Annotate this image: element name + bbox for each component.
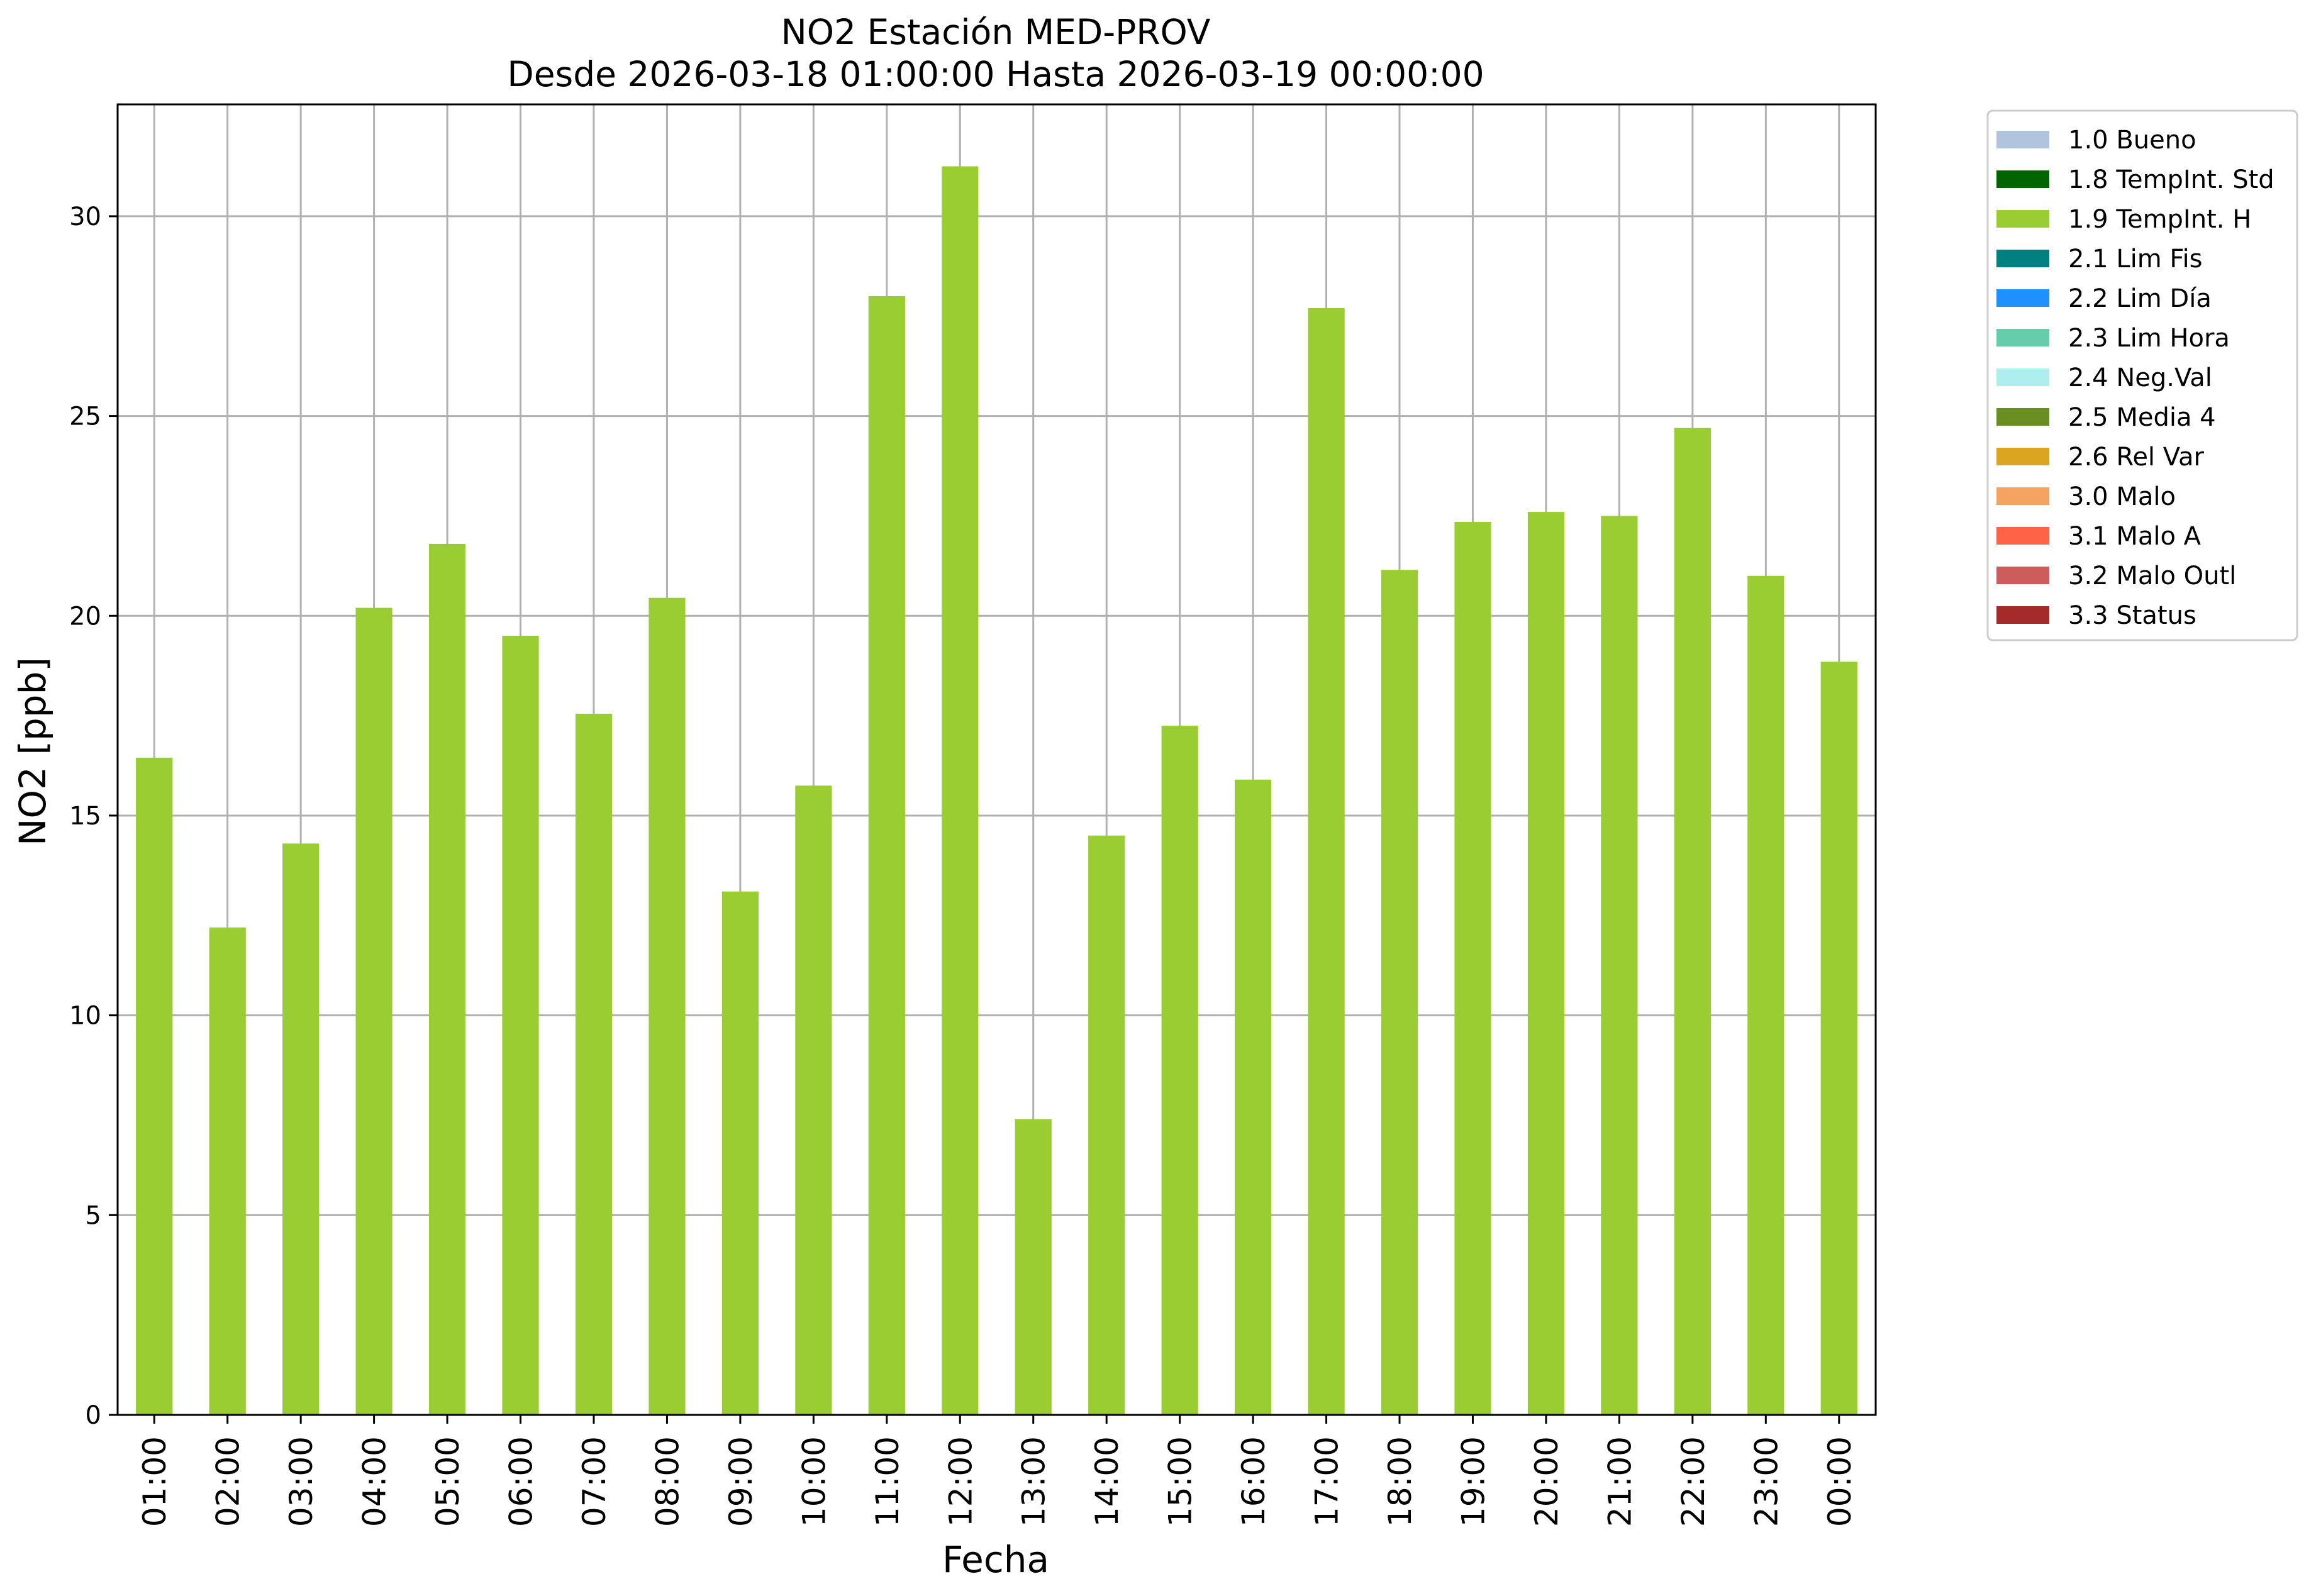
bar bbox=[1015, 1119, 1052, 1415]
bars bbox=[136, 166, 1857, 1416]
bar bbox=[1088, 835, 1125, 1415]
x-tick-label: 17:00 bbox=[1309, 1436, 1345, 1527]
legend-frame bbox=[1986, 109, 2298, 641]
legend-label: 2.1 Lim Fis bbox=[2068, 245, 2202, 274]
legend-label: 1.8 TempInt. Std bbox=[2068, 165, 2274, 194]
y-tick-label: 10 bbox=[69, 1002, 101, 1031]
x-axis-label: Fecha bbox=[942, 1538, 1049, 1581]
x-tick-label: 12:00 bbox=[942, 1436, 979, 1527]
legend-swatch bbox=[1996, 527, 2049, 545]
bar bbox=[209, 927, 246, 1415]
bar bbox=[502, 636, 539, 1415]
x-tick-label: 05:00 bbox=[430, 1436, 466, 1527]
bar bbox=[575, 713, 613, 1415]
x-tick-label: 10:00 bbox=[796, 1436, 832, 1527]
legend-swatch bbox=[1996, 131, 2049, 148]
y-tick-label: 30 bbox=[69, 202, 101, 231]
x-tick-label: 21:00 bbox=[1601, 1436, 1638, 1527]
x-tick-label: 00:00 bbox=[1822, 1436, 1858, 1527]
legend-swatch bbox=[1996, 567, 2049, 584]
bar bbox=[868, 296, 905, 1416]
x-tick-label: 06:00 bbox=[503, 1436, 540, 1527]
legend-swatch bbox=[1996, 606, 2049, 624]
bar bbox=[942, 166, 979, 1416]
legend-swatch bbox=[1996, 289, 2049, 307]
bar bbox=[428, 543, 466, 1415]
x-tick-label: 13:00 bbox=[1016, 1436, 1052, 1527]
x-tick-label: 19:00 bbox=[1455, 1436, 1491, 1527]
x-tick-label: 23:00 bbox=[1748, 1436, 1784, 1527]
x-tick-label: 03:00 bbox=[283, 1436, 320, 1527]
x-tick-label: 07:00 bbox=[576, 1436, 613, 1527]
bar bbox=[355, 607, 392, 1415]
legend-label: 1.0 Bueno bbox=[2068, 126, 2196, 155]
x-tick-label: 15:00 bbox=[1162, 1436, 1199, 1527]
x-tick-label: 08:00 bbox=[649, 1436, 686, 1527]
x-tick-label: 09:00 bbox=[723, 1436, 759, 1527]
bar bbox=[1234, 779, 1272, 1415]
chart-subtitle: Desde 2026-03-18 01:00:00 Hasta 2026-03-… bbox=[507, 54, 1484, 94]
y-tick-label: 25 bbox=[69, 402, 101, 431]
legend-label: 2.5 Media 4 bbox=[2068, 403, 2216, 432]
x-tick-label: 18:00 bbox=[1382, 1436, 1418, 1527]
x-tick-label: 11:00 bbox=[869, 1436, 906, 1527]
bar bbox=[1674, 428, 1711, 1415]
legend-swatch bbox=[1996, 210, 2049, 228]
y-axis-label: NO2 [ppb] bbox=[11, 657, 54, 846]
x-tick-label: 04:00 bbox=[357, 1436, 393, 1527]
legend-label: 2.6 Rel Var bbox=[2068, 443, 2205, 472]
x-tick-label: 16:00 bbox=[1235, 1436, 1272, 1527]
y-tick-label: 20 bbox=[69, 602, 101, 631]
bar bbox=[136, 757, 173, 1415]
legend-swatch bbox=[1996, 329, 2049, 346]
legend-label: 2.4 Neg.Val bbox=[2068, 363, 2212, 392]
y-tick-label: 5 bbox=[86, 1201, 101, 1230]
chart-title: NO2 Estación MED-PROV bbox=[781, 12, 1211, 52]
legend-items: 1.0 Bueno 1.8 TempInt. Std 1.9 TempInt. H 2… bbox=[1996, 126, 2274, 630]
legend-swatch bbox=[1996, 170, 2049, 188]
bar bbox=[1527, 512, 1565, 1415]
x-tick-label: 02:00 bbox=[210, 1436, 247, 1527]
bar bbox=[282, 843, 320, 1415]
legend-label: 2.2 Lim Día bbox=[2068, 284, 2212, 313]
x-tick-label: 14:00 bbox=[1089, 1436, 1125, 1527]
x-tick-label: 20:00 bbox=[1528, 1436, 1565, 1527]
bar bbox=[649, 597, 686, 1416]
bar bbox=[1161, 725, 1198, 1415]
axis-ticks: 0 5 10 15 20 25 30 01:00 02:00 03:00 04:00 05:00 06:… bbox=[69, 202, 1858, 1527]
legend-swatch bbox=[1996, 408, 2049, 426]
legend-swatch bbox=[1996, 369, 2049, 386]
bar bbox=[721, 891, 759, 1415]
bar bbox=[1381, 570, 1418, 1416]
legend-swatch bbox=[1996, 250, 2049, 267]
legend-label: 3.1 Malo A bbox=[2068, 522, 2202, 551]
bar bbox=[1747, 575, 1784, 1415]
legend-label: 1.9 TempInt. H bbox=[2068, 205, 2251, 234]
legend-swatch bbox=[1996, 448, 2049, 465]
bar bbox=[1308, 308, 1345, 1415]
plot-frame bbox=[116, 103, 1877, 1416]
bar bbox=[795, 785, 832, 1415]
bar bbox=[1454, 521, 1491, 1416]
y-tick-label: 0 bbox=[86, 1401, 101, 1430]
x-tick-label: 22:00 bbox=[1675, 1436, 1712, 1527]
legend-label: 3.3 Status bbox=[2068, 601, 2196, 630]
bar bbox=[1601, 516, 1638, 1416]
x-tick-label: 01:00 bbox=[136, 1436, 173, 1527]
legend-label: 2.3 Lim Hora bbox=[2068, 324, 2230, 353]
legend-label: 3.0 Malo bbox=[2068, 482, 2176, 511]
bar bbox=[1820, 662, 1857, 1415]
legend-label: 3.2 Malo Outl bbox=[2068, 562, 2236, 590]
legend: 1.0 Bueno 1.8 TempInt. Std 1.9 TempInt. H 2… bbox=[1986, 109, 2298, 641]
legend-swatch bbox=[1996, 487, 2049, 505]
y-tick-label: 15 bbox=[69, 802, 101, 831]
